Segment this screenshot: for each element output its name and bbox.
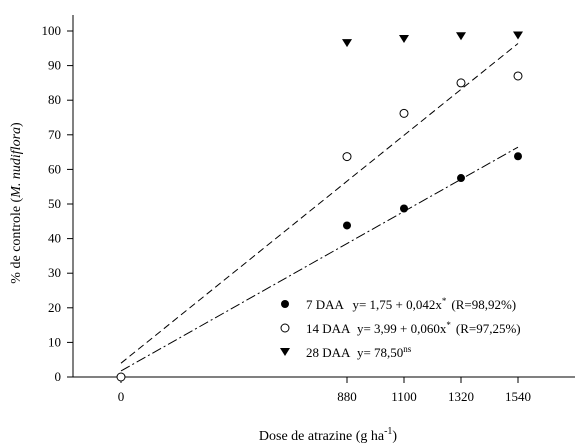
y-tick-label: 30 — [48, 265, 61, 280]
x-axis-title: Dose de atrazine (g ha-1) — [259, 426, 398, 444]
point-7-daa — [514, 152, 522, 161]
x-tick-label: 1100 — [391, 389, 417, 404]
svg-text:14 DAA y= 3,99 + 0,060: 14 DAA y= 3,99 + 0,060x* (R=97,25%) — [306, 320, 521, 336]
y-tick-label: 60 — [48, 161, 61, 176]
y-tick-label: 50 — [48, 196, 61, 211]
regression-lines — [120, 43, 519, 372]
legend: 7 DAA y= 1,75 + 0,042x* (R=98,92%) 14 DAA… — [280, 296, 521, 360]
y-tick-label: 70 — [48, 127, 61, 142]
data-points — [116, 31, 523, 382]
legend-label-28daa: 28 DAA — [306, 345, 351, 360]
x-tick-label: 1320 — [448, 389, 474, 404]
legend-equation-14daa: y= 3,99 + 0,060x — [357, 321, 447, 336]
legend-equation-7daa: y= 1,75 + 0,042x — [352, 297, 442, 312]
point-7-daa — [343, 221, 351, 230]
legend-entry-7daa: 7 DAA y= 1,75 + 0,042x* (R=98,92%) — [281, 296, 516, 312]
legend-entry-28daa: 28 DAA y= 78,50ns — [280, 344, 412, 360]
point-28-daa — [456, 32, 466, 41]
y-tick-label: 80 — [48, 92, 61, 107]
legend-marker-open-circle — [280, 323, 290, 333]
y-tick-label: 0 — [55, 369, 62, 384]
x-tick-label: 0 — [118, 389, 125, 404]
point-14-daa — [513, 71, 523, 81]
point-14-daa — [342, 152, 352, 162]
y-tick-label: 10 — [48, 334, 61, 349]
y-tick-label: 40 — [48, 231, 61, 246]
x-tick-label: 880 — [337, 389, 357, 404]
point-14-daa — [399, 108, 409, 118]
legend-entry-14daa: 14 DAA y= 3,99 + 0,060x* (R=97,25%) — [280, 320, 521, 336]
svg-text:28 DAA y= 78,50ns: 28 DAA y= 78,50ns — [306, 344, 412, 360]
legend-label-14daa: 14 DAA — [306, 321, 351, 336]
regression-line-7-daa — [120, 146, 519, 372]
point-7-daa — [400, 204, 408, 213]
point-14-daa — [116, 372, 126, 382]
point-7-daa — [457, 174, 465, 183]
point-28-daa — [513, 31, 523, 40]
point-28-daa — [399, 34, 409, 43]
legend-marker-filled-triangle — [280, 348, 290, 356]
x-tick-label: 1540 — [505, 389, 531, 404]
svg-text:7 DAA y= 1,75 + 0,042x: 7 DAA y= 1,75 + 0,042x* (R=98,92%) — [306, 296, 516, 312]
point-28-daa — [342, 39, 352, 48]
y-tick-label: 90 — [48, 58, 61, 73]
y-axis-ticks: 0 10 20 30 40 50 60 70 80 90 100 — [42, 23, 73, 384]
regression-line-14-daa — [120, 43, 519, 364]
legend-equation-28daa: y= 78,50 — [357, 345, 403, 360]
y-tick-label: 100 — [42, 23, 62, 38]
x-axis-ticks: 0 880 1100 1320 1540 — [118, 377, 531, 404]
point-14-daa — [456, 78, 466, 88]
legend-marker-filled-circle — [281, 300, 289, 308]
legend-label-7daa: 7 DAA — [306, 297, 345, 312]
y-tick-label: 20 — [48, 300, 61, 315]
y-axis-title: % de controle (M. nudiflora) — [9, 122, 24, 284]
